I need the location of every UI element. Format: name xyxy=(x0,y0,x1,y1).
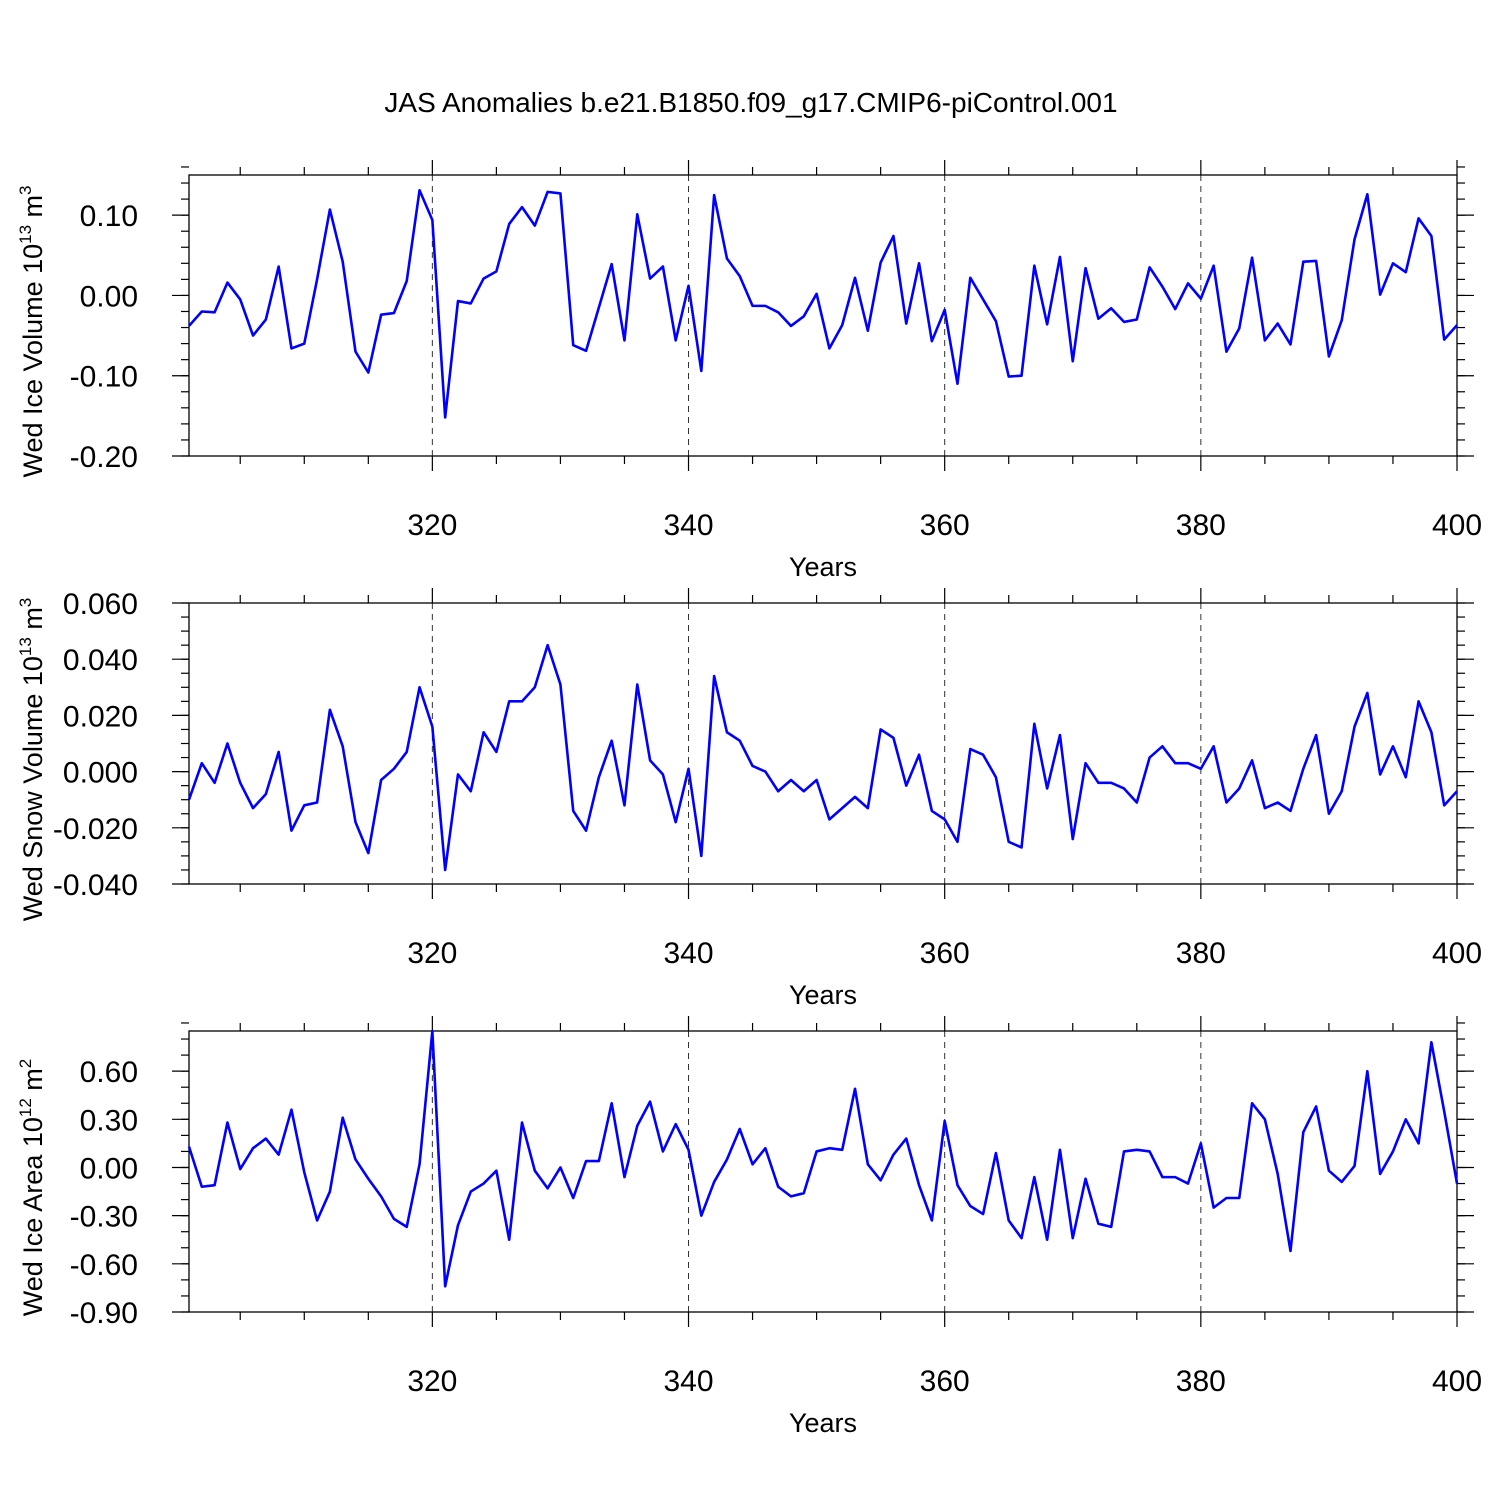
y-tick-label: 0.060 xyxy=(63,588,138,621)
y-tick-label: 0.00 xyxy=(80,280,138,313)
y-axis-label-text: Wed Snow Volume 10 xyxy=(18,656,48,921)
x-tick-label: 360 xyxy=(920,1365,970,1398)
y-tick-label: -0.20 xyxy=(70,441,138,474)
y-tick-label: -0.10 xyxy=(70,361,138,394)
y-axis-label-text: m xyxy=(18,607,48,637)
chart-panels: 320 340 360 380 400 -0.20 -0.10 0.00 0.10 Years We… xyxy=(16,160,1482,1438)
y-tick-label: 0.020 xyxy=(63,700,138,733)
panel-ice-area: 320 340 360 380 400 -0.90 -0.60 -0.30 0.00 0.30 0.… xyxy=(16,1016,1482,1438)
y-axis-label-text: m xyxy=(18,1068,48,1098)
y-axis-label: Wed Ice Volume 1013 m3 xyxy=(16,185,48,477)
y-tick-label: 0.040 xyxy=(63,644,138,677)
plot-frame xyxy=(188,602,1458,885)
x-tick-label: 340 xyxy=(663,937,713,970)
x-tick-label: 340 xyxy=(663,509,713,542)
y-axis-label-exponent: 3 xyxy=(16,185,35,194)
y-tick-label: 0.60 xyxy=(80,1056,138,1089)
x-tick-label: 320 xyxy=(407,937,457,970)
x-tick-label: 400 xyxy=(1432,937,1482,970)
y-axis-label-exponent: 2 xyxy=(16,1059,35,1068)
x-tick-label: 400 xyxy=(1432,509,1482,542)
y-axis-label-exponent: 13 xyxy=(16,225,35,244)
y-axis-label-text: Wed Ice Volume 10 xyxy=(18,244,48,478)
y-tick-label: 0.00 xyxy=(80,1152,138,1185)
x-axis-label: Years xyxy=(789,1408,857,1438)
y-tick-label: -0.90 xyxy=(70,1297,138,1330)
x-tick-label: 340 xyxy=(663,1365,713,1398)
x-tick-label: 380 xyxy=(1176,1365,1226,1398)
series-line-ice-volume xyxy=(188,188,1458,419)
y-tick-label: -0.60 xyxy=(70,1249,138,1282)
y-tick-label: -0.040 xyxy=(53,869,138,902)
y-tick-label: -0.020 xyxy=(53,813,138,846)
chart-title: JAS Anomalies b.e21.B1850.f09_g17.CMIP6-… xyxy=(384,87,1117,118)
y-axis-label-exponent: 13 xyxy=(16,637,35,656)
y-tick-label: 0.10 xyxy=(80,200,138,233)
plot-frame xyxy=(188,174,1458,457)
series-line-snow-volume xyxy=(187,643,1458,872)
x-tick-label: 360 xyxy=(920,509,970,542)
y-tick-label: 0.000 xyxy=(63,757,138,790)
y-tick-label: 0.30 xyxy=(80,1104,138,1137)
panel-ice-volume: 320 340 360 380 400 -0.20 -0.10 0.00 0.10 Years We… xyxy=(16,160,1482,582)
x-tick-label: 380 xyxy=(1176,509,1226,542)
y-axis-label: Wed Ice Area 1012 m2 xyxy=(16,1059,48,1317)
panel-snow-volume: 320 340 360 380 400 -0.040 -0.020 0.000 0.020 0.0… xyxy=(16,588,1482,1010)
x-axis-label: Years xyxy=(789,552,857,582)
y-axis-label-exponent: 12 xyxy=(16,1098,35,1117)
series-line-ice-area xyxy=(187,1029,1459,1288)
x-tick-label: 320 xyxy=(407,1365,457,1398)
y-axis-label-text: Wed Ice Area 10 xyxy=(18,1117,48,1316)
x-tick-label: 320 xyxy=(407,509,457,542)
y-axis-label-exponent: 3 xyxy=(16,598,35,607)
y-axis-label-text: m xyxy=(18,195,48,225)
y-tick-label: -0.30 xyxy=(70,1201,138,1234)
x-tick-label: 400 xyxy=(1432,1365,1482,1398)
x-tick-label: 360 xyxy=(920,937,970,970)
y-axis-label: Wed Snow Volume 1013 m3 xyxy=(16,598,48,922)
x-tick-label: 380 xyxy=(1176,937,1226,970)
plot-frame xyxy=(188,1030,1458,1313)
x-axis-label: Years xyxy=(789,980,857,1010)
